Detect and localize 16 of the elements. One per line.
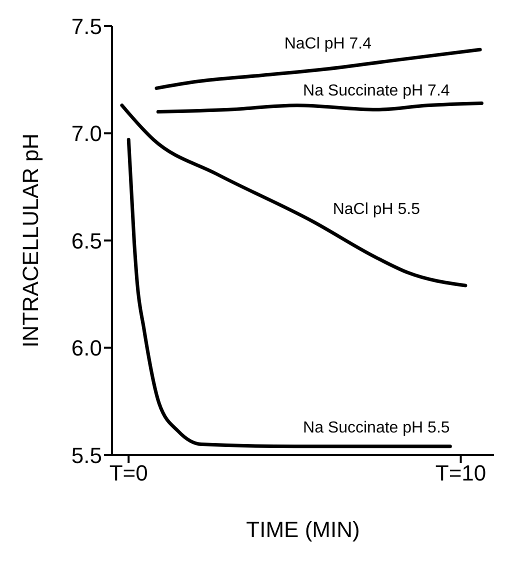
line-series bbox=[120, 104, 468, 288]
line-series bbox=[126, 138, 452, 448]
y-tick-label: 5.5 bbox=[71, 442, 102, 468]
y-tick-label: 7.0 bbox=[71, 121, 102, 146]
x-tick-label: T=10 bbox=[435, 460, 486, 486]
y-axis-title: INTRACELLULAR pH bbox=[18, 134, 43, 348]
y-tick-label: 6.0 bbox=[71, 336, 102, 361]
x-tick-label: T=0 bbox=[109, 460, 148, 486]
x-axis-title: TIME (MIN) bbox=[246, 517, 360, 542]
series-label: Na Succinate pH 5.5 bbox=[303, 419, 450, 436]
y-tick-label: 6.5 bbox=[71, 228, 102, 254]
series-label: NaCl pH 7.4 bbox=[284, 36, 372, 53]
line-series bbox=[156, 101, 484, 114]
series-label: Na Succinate pH 7.4 bbox=[303, 82, 450, 100]
y-tick-label: 7.5 bbox=[71, 14, 102, 39]
series-label: NaCl pH 5.5 bbox=[332, 200, 420, 218]
